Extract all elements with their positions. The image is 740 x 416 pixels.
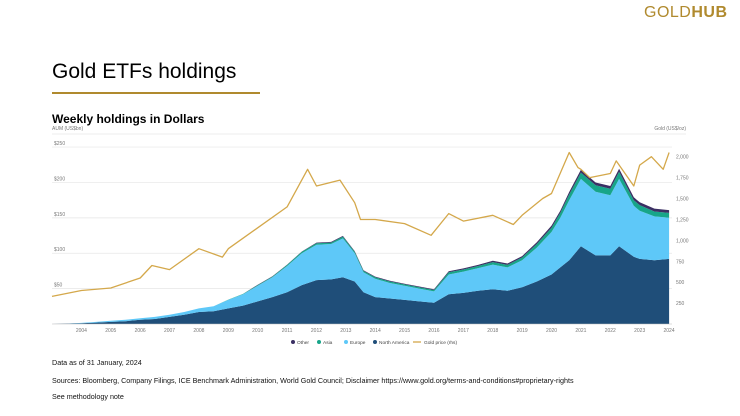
legend-label-europe: Europe [350, 340, 366, 346]
y-tick-label: $150 [54, 212, 65, 218]
y-tick-label: $50 [54, 283, 63, 289]
x-tick-label: 2017 [458, 328, 469, 334]
y-tick-label: $200 [54, 176, 65, 182]
y2-tick-label: 750 [676, 259, 685, 265]
logo-text-hub: HUB [691, 4, 728, 21]
logo-text-gold: GOLD [644, 4, 692, 21]
legend-label-asia: Asia [323, 340, 333, 346]
x-tick-label: 2014 [370, 328, 381, 334]
x-tick-label: 2012 [311, 328, 322, 334]
x-tick-label: 2009 [223, 328, 234, 334]
x-tick-label: 2018 [487, 328, 498, 334]
legend-swatch-asia [317, 340, 321, 344]
legend-label-north-america: North America [379, 340, 410, 346]
y2-tick-label: 1,500 [676, 197, 689, 203]
x-tick-label: 2004 [76, 328, 87, 334]
data-as-of: Data as of 31 January, 2024 [52, 358, 142, 367]
gold-price-line [51, 151, 670, 298]
y-axis-title: AUM (US$bn) [52, 126, 83, 132]
x-tick-label: 2005 [105, 328, 116, 334]
page-title: Gold ETFs holdings [52, 60, 237, 83]
x-tick-label: 2015 [399, 328, 410, 334]
y2-tick-label: 500 [676, 280, 685, 286]
y2-tick-label: 2,000 [676, 155, 689, 161]
x-tick-label: 2020 [546, 328, 557, 334]
x-tick-label: 2006 [135, 328, 146, 334]
x-tick-label: 2007 [164, 328, 175, 334]
chart-area: AUM (US$bn) Gold (US$/oz) $50 $100 $150 $200 $… [0, 124, 740, 350]
y2-axis-title: Gold (US$/oz) [654, 126, 686, 132]
x-tick-label: 2024 [663, 328, 674, 334]
sources-note: Sources: Bloomberg, Company Filings, ICE… [52, 376, 574, 385]
y-tick-label: $250 [54, 141, 65, 147]
legend-swatch-other [291, 340, 295, 344]
x-tick-label: 2021 [575, 328, 586, 334]
goldhub-logo[interactable]: GOLDHUB [644, 4, 728, 22]
x-tick-label: 2023 [634, 328, 645, 334]
area-north-america [52, 246, 670, 324]
legend-label-gold-price: Gold price (rhs) [424, 340, 457, 346]
title-underline [52, 92, 260, 94]
y2-tick-label: 1,250 [676, 217, 689, 223]
y2-tick-label: 1,000 [676, 238, 689, 244]
area-europe [52, 178, 670, 324]
x-tick-label: 2013 [340, 328, 351, 334]
y2-tick-label: 1,750 [676, 176, 689, 182]
y2-tick-label: 250 [676, 301, 685, 307]
legend-label-other: Other [297, 340, 309, 346]
chart-title: Weekly holdings in Dollars [52, 112, 205, 126]
legend-swatch-europe [344, 340, 348, 344]
x-tick-label: 2008 [193, 328, 204, 334]
holdings-chart: AUM (US$bn) Gold (US$/oz) $50 $100 $150 $200 $… [51, 126, 689, 346]
methodology-link[interactable]: See methodology note [52, 392, 124, 401]
x-tick-label: 2010 [252, 328, 263, 334]
legend-swatch-north-america [373, 340, 377, 344]
x-tick-label: 2016 [428, 328, 439, 334]
x-tick-label: 2019 [517, 328, 528, 334]
x-tick-label: 2022 [605, 328, 616, 334]
x-tick-label: 2011 [282, 328, 293, 334]
y-tick-label: $100 [54, 247, 65, 253]
